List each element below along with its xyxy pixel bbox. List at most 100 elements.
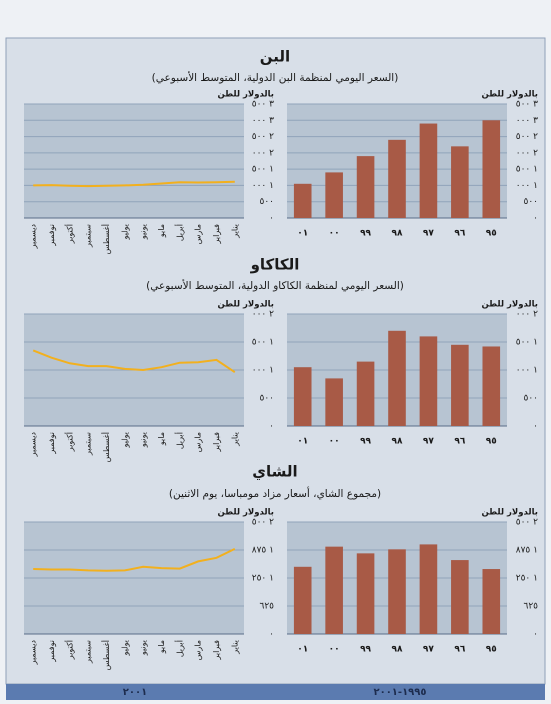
x-tick-label: سبتمبر	[84, 432, 93, 456]
y-tick-label: ١ ٠٠٠	[252, 366, 274, 376]
x-tick-label: نوفمبر	[47, 432, 56, 455]
x-tick-label: يناير	[230, 640, 239, 655]
bar	[356, 361, 375, 426]
x-tick-label: ٠٠	[329, 229, 340, 239]
bar	[419, 123, 438, 218]
bar	[293, 566, 312, 634]
x-tick-label: مايو	[157, 432, 166, 446]
y-tick-label: ١ ٠٠٠	[516, 181, 538, 191]
y-tick-label: ١ ٨٧٥	[516, 546, 538, 556]
x-tick-label: يونيو	[139, 640, 148, 656]
y-tick-label: ١ ٥٠٠	[516, 165, 538, 175]
bar	[451, 146, 469, 218]
x-tick-label: أكتوبر	[64, 432, 74, 452]
y-tick-label: ٢ ٠٠٠	[252, 310, 274, 320]
bar	[451, 344, 469, 426]
y-tick-label: ٣ ٠٠٠	[252, 116, 274, 126]
x-tick-label: نوفمبر	[47, 640, 56, 663]
x-tick-label: يوليو	[120, 224, 129, 240]
x-tick-label: أغسطس	[101, 640, 111, 670]
x-tick-label: مارس	[194, 224, 203, 244]
line	[33, 548, 236, 572]
bar	[356, 156, 375, 218]
y-tick-label: ٢ ٥٠٠	[516, 132, 538, 142]
bar	[325, 546, 343, 634]
y-tick-label: ١ ٠٠٠	[252, 181, 274, 191]
y-tick-label: ١ ٢٥٠	[516, 574, 538, 584]
x-tick-label: ٩٨	[392, 645, 403, 655]
x-tick-label: نوفمبر	[47, 224, 56, 247]
y-tick-label: ١ ٥٠٠	[252, 338, 274, 348]
footer-right: ١٩٩٥-٢٠٠١	[374, 687, 427, 698]
x-tick-label: ديسمبر	[29, 224, 38, 250]
x-tick-label: ديسمبر	[29, 432, 38, 458]
section-title: الشاي	[252, 463, 297, 482]
x-tick-label: مايو	[157, 640, 166, 654]
x-tick-label: يوليو	[120, 432, 129, 448]
y-tick-label: ٠	[269, 630, 274, 640]
plot-area	[24, 104, 244, 218]
section-title: الكاكاو	[250, 256, 300, 274]
x-tick-label: مايو	[157, 224, 166, 238]
x-tick-label: ٠٠	[329, 645, 340, 655]
x-tick-label: أبريل	[174, 432, 184, 449]
y-tick-label: ١ ٢٥٠	[252, 574, 274, 584]
x-tick-label: أغسطس	[101, 224, 111, 254]
x-tick-label: مارس	[194, 640, 203, 660]
bar	[388, 549, 406, 634]
y-tick-label: ٠	[269, 422, 274, 432]
bar	[293, 183, 312, 218]
y-tick-label: ٥٠٠	[523, 197, 538, 207]
y-tick-label: ٢ ٠٠٠	[252, 148, 274, 158]
section-subtitle: (السعر اليومي لمنظمة الكاكاو الدولية، ال…	[146, 279, 404, 292]
y-axis-label: بالدولار للطن	[217, 508, 274, 518]
x-tick-label: يونيو	[139, 432, 148, 448]
x-tick-label: ٠١	[297, 437, 308, 447]
x-tick-label: ٩٧	[423, 645, 434, 655]
x-tick-label: فبراير	[212, 224, 221, 245]
bar	[482, 120, 501, 218]
y-tick-label: ١ ٥٠٠	[252, 165, 274, 175]
x-tick-label: ٩٦	[454, 437, 465, 447]
y-tick-label: ٣ ٥٠٠	[516, 100, 538, 110]
bar	[419, 336, 438, 426]
bar	[419, 544, 438, 634]
x-tick-label: أغسطس	[101, 432, 111, 462]
x-tick-label: يونيو	[139, 224, 148, 240]
bar	[293, 367, 312, 426]
y-tick-label: ١ ٠٠٠	[516, 366, 538, 376]
y-tick-label: ٢ ٥٠٠	[252, 132, 274, 142]
y-axis-label: بالدولار للطن	[217, 300, 274, 310]
bar	[356, 553, 375, 634]
y-tick-label: ٥٠٠	[523, 394, 538, 404]
x-tick-label: ٩٨	[392, 229, 403, 239]
y-tick-label: ٦٢٥	[259, 602, 274, 612]
y-axis-label: بالدولار للطن	[217, 90, 274, 100]
x-tick-label: ٩٩	[360, 437, 371, 447]
x-tick-label: ٩٩	[360, 645, 371, 655]
x-tick-label: ٩٥	[486, 645, 497, 655]
y-tick-label: ١ ٥٠٠	[516, 338, 538, 348]
x-tick-label: ديسمبر	[29, 640, 38, 666]
x-tick-label: يوليو	[120, 640, 129, 656]
bar	[388, 139, 406, 218]
y-tick-label: ٢ ٥٠٠	[252, 518, 274, 528]
x-tick-label: أبريل	[174, 224, 184, 241]
y-tick-label: ٢ ٠٠٠	[516, 148, 538, 158]
y-axis-label: بالدولار للطن	[481, 90, 538, 100]
y-tick-label: ٠	[533, 422, 538, 432]
x-tick-label: ٠٠	[329, 437, 340, 447]
section-subtitle: (مجموع الشاي، أسعار مزاد مومباسا، يوم ال…	[169, 486, 381, 500]
x-tick-label: فبراير	[212, 432, 221, 453]
x-tick-label: أكتوبر	[64, 224, 74, 244]
x-tick-label: ٩٥	[486, 229, 497, 239]
x-tick-label: ٩٩	[360, 229, 371, 239]
bar	[482, 569, 501, 634]
x-tick-label: أبريل	[174, 640, 184, 657]
x-tick-label: فبراير	[212, 640, 221, 661]
x-tick-label: ٠١	[297, 229, 308, 239]
x-tick-label: ٠١	[297, 645, 308, 655]
y-tick-label: ٢ ٥٠٠	[516, 518, 538, 528]
section-title: البن	[260, 48, 290, 66]
